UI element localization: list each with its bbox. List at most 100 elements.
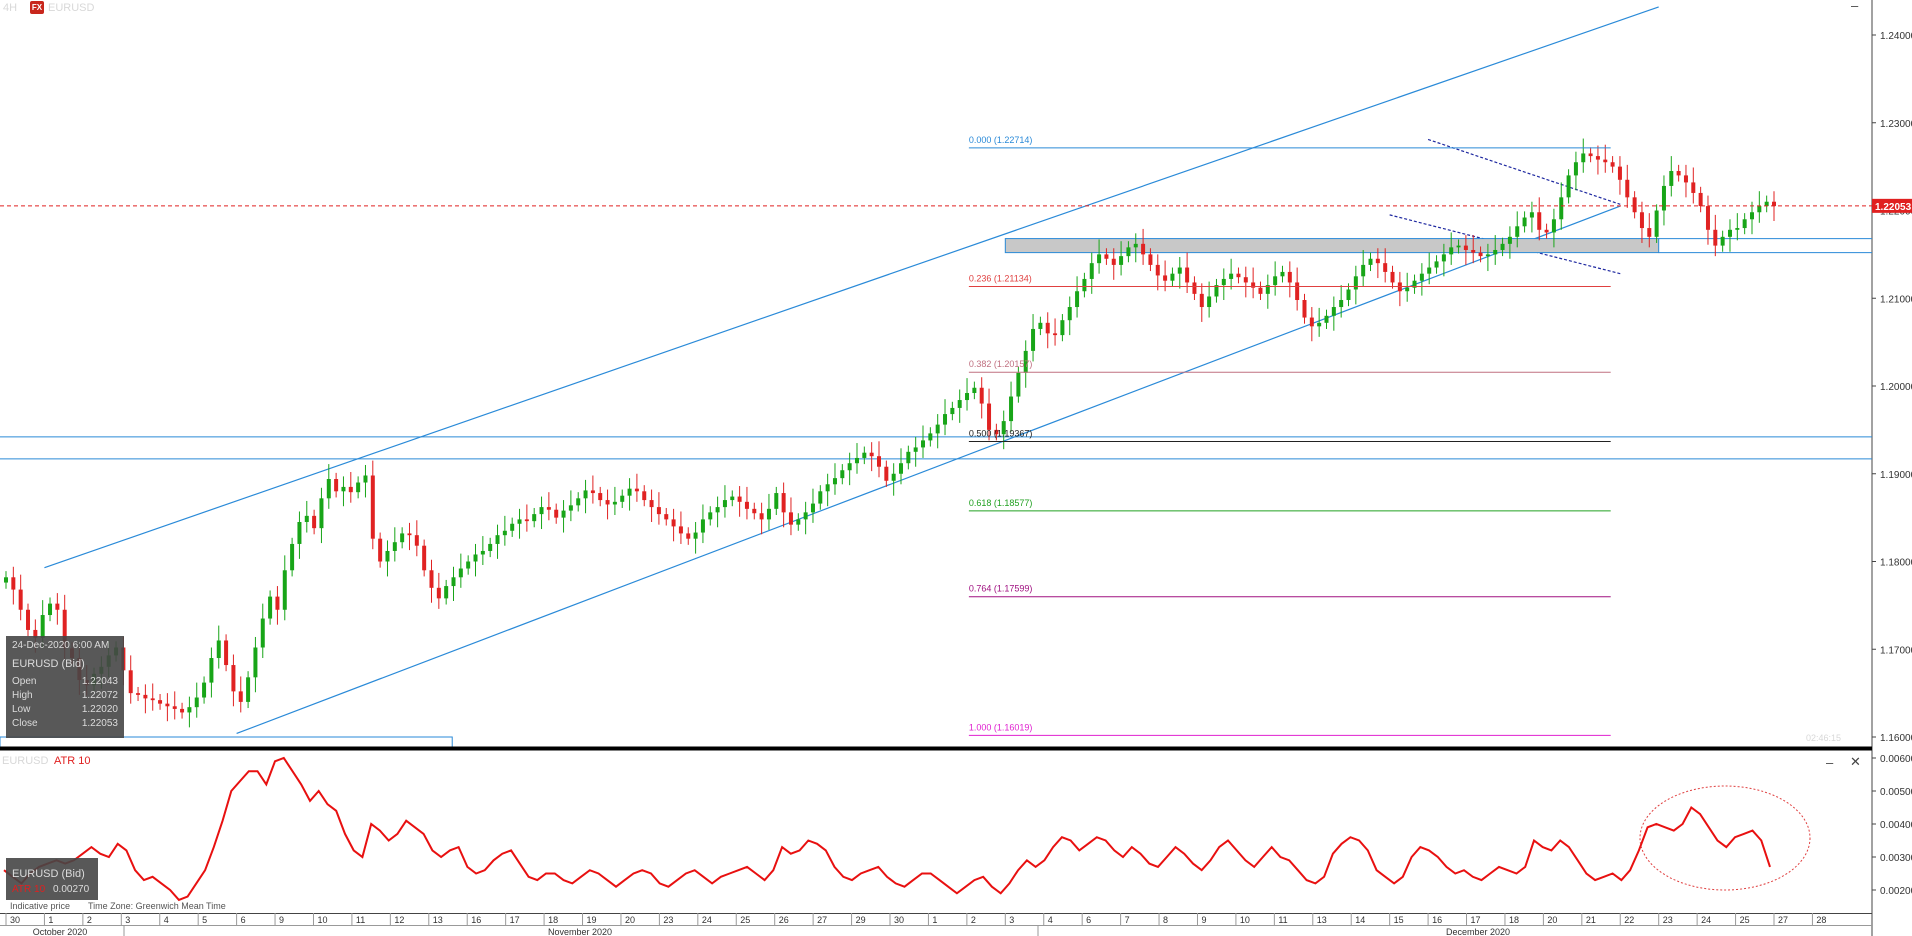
candle-body bbox=[334, 479, 339, 492]
candle-body bbox=[363, 475, 368, 483]
ohlc-row-value: 1.22053 bbox=[81, 718, 118, 729]
candle-body bbox=[1603, 159, 1608, 163]
candle-body bbox=[1038, 322, 1043, 329]
candle-body bbox=[1764, 201, 1769, 207]
candle-body bbox=[987, 403, 992, 430]
candle-body bbox=[642, 491, 647, 501]
candle-body bbox=[928, 433, 933, 441]
candle-body bbox=[1111, 258, 1116, 265]
fibonacci-retracement[interactable]: 0.000 (1.22714) 0.236 (1.21134) 0.382 (1.2… bbox=[968, 135, 1611, 736]
candle-body bbox=[803, 512, 808, 520]
time-tick-label: 30 bbox=[894, 915, 904, 925]
timeframe-label[interactable]: 4H bbox=[3, 2, 18, 14]
candle-body bbox=[847, 463, 852, 471]
candle-body bbox=[502, 530, 507, 536]
ohlc-date: 24-Dec-2020 6:00 AM bbox=[12, 640, 110, 651]
candle-body bbox=[818, 491, 823, 504]
time-tick-label: 14 bbox=[1355, 915, 1365, 925]
candle-body bbox=[950, 407, 955, 415]
candle-body bbox=[1478, 252, 1483, 257]
candle-body bbox=[209, 658, 214, 683]
candle-body bbox=[1471, 249, 1476, 253]
candle-body bbox=[1353, 276, 1358, 290]
timezone-label[interactable]: Time Zone: Greenwich Mean Time bbox=[88, 901, 226, 911]
candle-body bbox=[656, 507, 661, 515]
candle-body bbox=[1214, 285, 1219, 297]
candle-body bbox=[1163, 275, 1168, 281]
candle-body bbox=[715, 507, 720, 513]
candle-body bbox=[965, 393, 970, 401]
symbol-label[interactable]: EURUSD bbox=[48, 2, 95, 14]
candle-body bbox=[1441, 254, 1446, 262]
candle-body bbox=[495, 535, 500, 544]
price-tick-label: 1.23000 bbox=[1880, 119, 1912, 130]
atr-close-icon[interactable]: ✕ bbox=[1850, 754, 1861, 769]
atr-minimize-icon[interactable]: – bbox=[1826, 755, 1834, 770]
candle-body bbox=[576, 498, 581, 506]
time-tick-label: 23 bbox=[663, 915, 673, 925]
time-tick-label: 30 bbox=[10, 915, 20, 925]
channel-upper-line bbox=[44, 6, 1659, 569]
candle-body bbox=[994, 429, 999, 435]
month-label: October 2020 bbox=[33, 927, 88, 936]
candle-body bbox=[62, 609, 67, 649]
candle-body bbox=[216, 640, 221, 659]
candle-body bbox=[4, 577, 8, 583]
candle-body bbox=[312, 515, 317, 529]
candle-body bbox=[605, 500, 610, 505]
candle-body bbox=[370, 475, 375, 539]
ohlc-row-label: Open bbox=[12, 676, 37, 687]
time-tick-label: 28 bbox=[1816, 915, 1826, 925]
candle-body bbox=[1133, 243, 1138, 248]
current-price-line: 1.22053 02:46:15 bbox=[0, 198, 1912, 743]
candle-body bbox=[1632, 197, 1637, 213]
candle-body bbox=[825, 484, 830, 492]
minimize-icon[interactable]: – bbox=[1851, 0, 1859, 13]
candle-body bbox=[1075, 291, 1080, 308]
candle-body bbox=[1273, 276, 1278, 286]
time-tick-label: 3 bbox=[1009, 915, 1014, 925]
candle-body bbox=[1280, 271, 1285, 277]
candle-body bbox=[649, 500, 654, 508]
candle-body bbox=[1654, 210, 1659, 237]
candle-body bbox=[290, 543, 295, 571]
atr-tick-label: 0.00200 bbox=[1880, 886, 1912, 897]
candle-body bbox=[517, 519, 522, 524]
candle-body bbox=[1258, 287, 1263, 294]
candle-body bbox=[1346, 289, 1351, 301]
time-tick-label: 15 bbox=[1394, 915, 1404, 925]
candle-body bbox=[136, 693, 141, 695]
highlight-ellipse bbox=[1639, 785, 1811, 891]
time-tick-label: 13 bbox=[433, 915, 443, 925]
candle-body bbox=[1199, 293, 1204, 308]
indicative-price-note: Indicative price bbox=[10, 901, 71, 911]
ohlc-row: High 1.22072 bbox=[12, 690, 118, 703]
candle-body bbox=[1749, 212, 1754, 220]
candle-body bbox=[1500, 243, 1505, 250]
candle-body bbox=[1544, 229, 1549, 233]
time-tick-label: 16 bbox=[1432, 915, 1442, 925]
ohlc-row-value: 1.22072 bbox=[81, 690, 118, 701]
candle-body bbox=[1119, 256, 1124, 265]
candle-body bbox=[1661, 185, 1666, 211]
candle-body bbox=[297, 522, 302, 544]
time-tick-label: 8 bbox=[1163, 915, 1168, 925]
time-tick-label: 26 bbox=[779, 915, 789, 925]
candle-body bbox=[532, 514, 537, 522]
candle-body bbox=[979, 387, 984, 404]
candle-body bbox=[1009, 396, 1014, 422]
time-tick-label: 6 bbox=[1086, 915, 1091, 925]
time-tick-label: 2 bbox=[87, 915, 92, 925]
candle-body bbox=[913, 447, 918, 452]
candle-body bbox=[1720, 236, 1725, 246]
price-tick-label: 1.24000 bbox=[1880, 31, 1912, 42]
candle-body bbox=[1309, 317, 1314, 327]
price-tick-label: 1.19000 bbox=[1880, 470, 1912, 481]
fib-level-label: 0.000 (1.22714) bbox=[969, 135, 1033, 145]
candle-body bbox=[1698, 192, 1703, 207]
candle-body bbox=[1331, 307, 1336, 316]
atr-name-label[interactable]: ATR 10 bbox=[54, 755, 91, 767]
candle-body bbox=[1339, 300, 1344, 308]
